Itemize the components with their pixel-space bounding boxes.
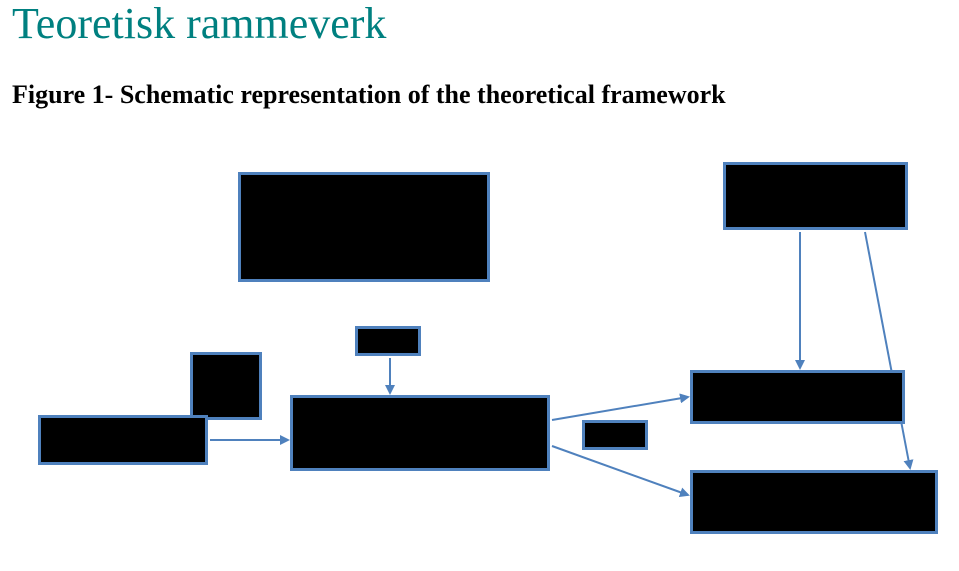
diagram-node-layer xyxy=(0,0,959,571)
diagram-node-smallH1 xyxy=(355,326,421,356)
diagram-node-bottomRight xyxy=(690,470,938,534)
diagram-node-topCenter xyxy=(238,172,490,282)
diagram-node-bottomLeft xyxy=(38,415,208,465)
diagram-node-smallH2 xyxy=(190,352,262,420)
diagram-node-bottomCenter xyxy=(290,395,550,471)
diagram-node-right2 xyxy=(690,370,905,424)
diagram-node-smallH3 xyxy=(582,420,648,450)
diagram-node-topRight xyxy=(723,162,908,230)
